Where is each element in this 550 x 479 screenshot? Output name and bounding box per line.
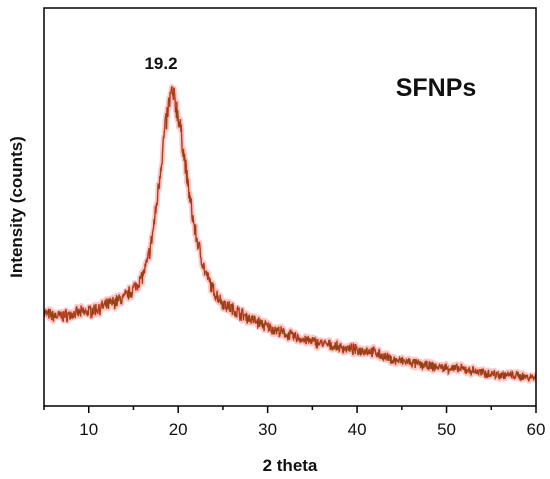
plot-area (44, 83, 536, 384)
x-tick-label: 60 (527, 420, 546, 439)
x-tick-label: 20 (169, 420, 188, 439)
x-tick-label: 50 (437, 420, 456, 439)
labels: 2 theta Intensity (counts) 19.2 SFNPs (7, 54, 476, 475)
x-axis-ticks: 10 20 30 40 50 60 (43, 406, 546, 439)
series-line (44, 86, 536, 382)
x-tick-label: 10 (79, 420, 98, 439)
plot-frame (43, 7, 537, 407)
x-tick-label: 30 (258, 420, 277, 439)
sample-label: SFNPs (396, 74, 477, 102)
x-axis-title: 2 theta (263, 456, 318, 475)
y-axis-title: Intensity (counts) (7, 136, 26, 278)
x-tick-label: 40 (348, 420, 367, 439)
peak-label: 19.2 (144, 54, 177, 73)
